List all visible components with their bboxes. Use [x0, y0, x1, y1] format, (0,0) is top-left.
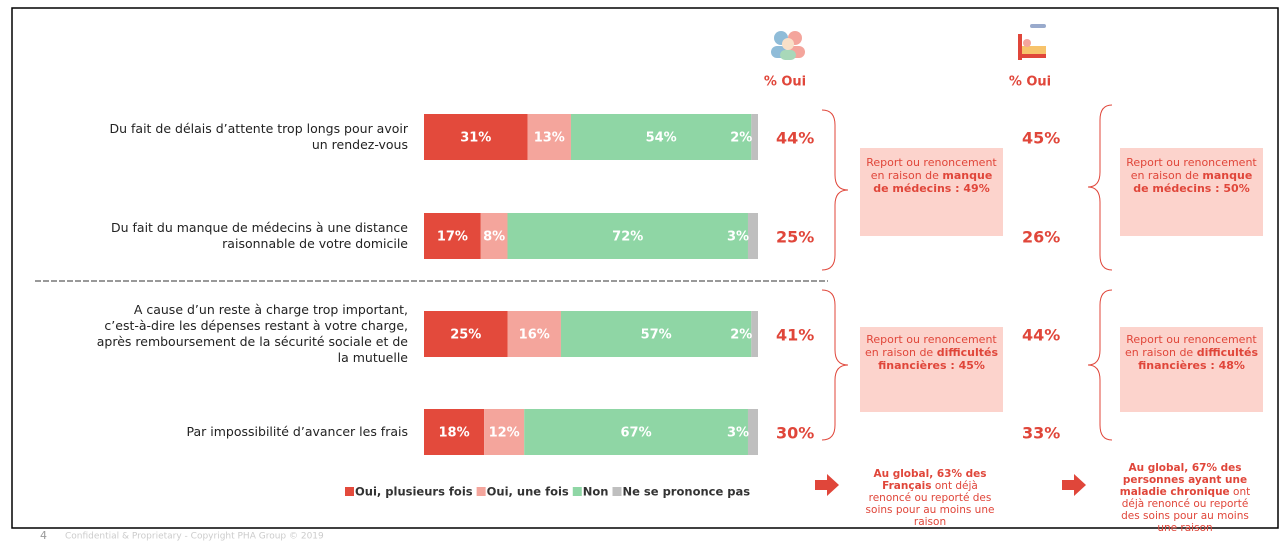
arrow: [815, 474, 839, 496]
bar-label: 3%: [727, 426, 749, 441]
box-text: Report ou renoncement en raison de: [864, 333, 997, 359]
bar-label: 2%: [730, 131, 752, 146]
legend-label: Oui, une fois: [487, 485, 569, 499]
box-text: Report ou renoncement en raison de: [1126, 156, 1257, 182]
box-bold: manque de médecins : 50%: [1133, 169, 1253, 195]
bar-segment: [424, 409, 485, 455]
bar-segment: [507, 311, 561, 357]
global-note: Au global, 67% des personnes ayant une m…: [1115, 462, 1255, 534]
oui-value: 30%: [776, 424, 814, 443]
bed-icon: [1018, 24, 1046, 60]
category-label: A cause d’un reste à charge trop importa…: [97, 302, 409, 365]
bar-segment: [424, 213, 481, 259]
summary-box: Report ou renoncement en raison de diffi…: [1120, 327, 1263, 412]
bar-segment: [560, 311, 752, 357]
note-bold: Au global, 67% des personnes ayant une m…: [1119, 462, 1248, 498]
legend-swatch: [476, 487, 486, 496]
category-label: Du fait du manque de médecins à une dist…: [111, 220, 408, 251]
page-number: 4: [40, 529, 47, 541]
category-label: Du fait de délais d’attente trop longs p…: [109, 121, 408, 152]
people-icon: [771, 31, 805, 60]
legend-swatch: [572, 487, 582, 496]
bar-segment: [424, 114, 528, 160]
bar-label: 18%: [438, 426, 469, 441]
oui-value: 45%: [1022, 129, 1060, 148]
bar-label: 8%: [483, 230, 505, 245]
bar-segment: [507, 213, 748, 259]
bar-segment: [747, 409, 758, 455]
note-text: ont déjà renoncé ou reporté des soins po…: [1121, 486, 1251, 534]
bar-segment: [570, 114, 752, 160]
summary-box: Report ou renoncement en raison de diffi…: [860, 327, 1003, 412]
box-bold: manque de médecins : 49%: [873, 169, 993, 195]
legend-label: Non: [583, 485, 609, 499]
summary-box: Report ou renoncement en raison de manqu…: [860, 148, 1003, 236]
column-header: % Oui: [1009, 75, 1051, 90]
bar-label: 54%: [646, 131, 677, 146]
note-text: ont déjà renoncé ou reporté des soins po…: [865, 480, 995, 528]
bar-label: 72%: [612, 230, 643, 245]
bar-label: 67%: [621, 426, 652, 441]
bar-label: 25%: [450, 328, 481, 343]
legend-swatch: [345, 487, 354, 496]
bar-label: 57%: [641, 328, 672, 343]
braces: [821, 104, 1113, 441]
box-bold: difficultés financières : 45%: [878, 346, 999, 372]
oui-value: 44%: [1022, 326, 1060, 345]
box-bold: difficultés financières : 48%: [1138, 346, 1259, 372]
bar-segment: [751, 114, 758, 160]
oui-value: 33%: [1022, 424, 1060, 443]
oui-value: 44%: [776, 129, 814, 148]
oui-value: 26%: [1022, 228, 1060, 247]
bar-label: 2%: [730, 328, 752, 343]
bar-segment: [747, 213, 758, 259]
legend-swatch: [612, 487, 622, 496]
summary-box: Report ou renoncement en raison de manqu…: [1120, 148, 1263, 236]
bar-label: 31%: [460, 131, 491, 146]
bar-label: 16%: [519, 328, 550, 343]
oui-value: 41%: [776, 326, 814, 345]
bar-segment: [484, 409, 525, 455]
bar-label: 17%: [437, 230, 468, 245]
oui-value: 25%: [776, 228, 814, 247]
box-text: Report ou renoncement en raison de: [866, 156, 997, 182]
global-note: Au global, 63% des Français ont déjà ren…: [860, 468, 1000, 528]
category-label: Par impossibilité d’avancer les frais: [187, 424, 408, 439]
bar-segment: [527, 114, 571, 160]
box-text: Report ou renoncement en raison de: [1124, 333, 1257, 359]
bar-label: 3%: [727, 230, 749, 245]
legend-label: Oui, plusieurs fois: [355, 485, 473, 499]
legend-label: Ne se prononce pas: [623, 485, 751, 499]
note-bold: Au global, 63% des Français: [873, 468, 987, 492]
bar-segment: [424, 311, 508, 357]
footer: Confidential & Proprietary - Copyright P…: [65, 532, 324, 541]
bar-segment: [480, 213, 508, 259]
bar-label: 12%: [489, 426, 520, 441]
arrow: [1062, 474, 1086, 496]
slide-frame: [11, 7, 1279, 529]
bar-segment: [524, 409, 748, 455]
bar-label: 13%: [534, 131, 565, 146]
column-header: % Oui: [764, 75, 806, 90]
bar-segment: [751, 311, 758, 357]
